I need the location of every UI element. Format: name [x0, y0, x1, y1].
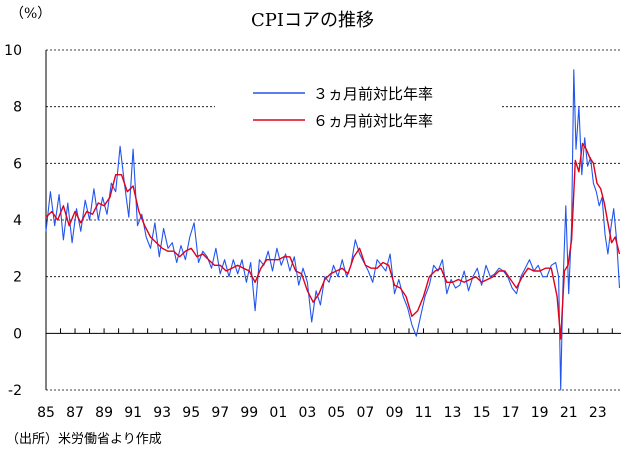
- x-tick-label: 09: [386, 405, 404, 421]
- x-tick-label: 19: [531, 405, 549, 421]
- legend-label-3m: ３ヵ月前対比年率: [313, 85, 433, 103]
- legend-box: [215, 76, 500, 136]
- x-tick-label: 11: [415, 405, 433, 421]
- x-tick-label: 03: [298, 405, 316, 421]
- x-tick-label: 05: [327, 405, 345, 421]
- x-tick-label: 95: [182, 405, 200, 421]
- y-tick-label: 4: [13, 213, 22, 229]
- y-tick-label: 2: [13, 270, 22, 286]
- y-tick-label: 6: [13, 156, 22, 172]
- x-tick-label: 21: [560, 405, 578, 421]
- source-note: （出所）米労働省より作成: [6, 432, 162, 447]
- x-tick-label: 97: [211, 405, 229, 421]
- x-tick-label: 15: [473, 405, 491, 421]
- legend: ３ヵ月前対比年率 ６ヵ月前対比年率: [215, 76, 500, 136]
- y-tick-label: -2: [8, 383, 22, 399]
- series-lines: [45, 69, 621, 391]
- x-tick-label: 07: [357, 405, 375, 421]
- y-tick-label: 10: [4, 43, 22, 59]
- axes: -2 0 2 4 6 8 10 85 87 89 91 93 95 97 99 01 03 05 07 09 11 13 1…: [4, 43, 621, 421]
- x-tick-label: 01: [269, 405, 287, 421]
- x-tick-label: 87: [66, 405, 84, 421]
- x-tick-label: 23: [589, 405, 607, 421]
- x-tick-label: 99: [240, 405, 258, 421]
- x-tick-label: 85: [37, 405, 55, 421]
- y-tick-label: 8: [13, 100, 22, 116]
- x-tick-label: 91: [124, 405, 142, 421]
- y-axis-unit-label: （%）: [10, 6, 52, 22]
- x-tick-label: 17: [502, 405, 520, 421]
- chart-title: CPIコアの推移: [251, 10, 374, 31]
- x-tick-label: 89: [95, 405, 113, 421]
- y-tick-label: 0: [13, 326, 22, 342]
- x-tick-label: 13: [444, 405, 462, 421]
- series-line-6m: [45, 142, 621, 340]
- x-tick-label: 93: [153, 405, 171, 421]
- legend-label-6m: ６ヵ月前対比年率: [313, 112, 433, 130]
